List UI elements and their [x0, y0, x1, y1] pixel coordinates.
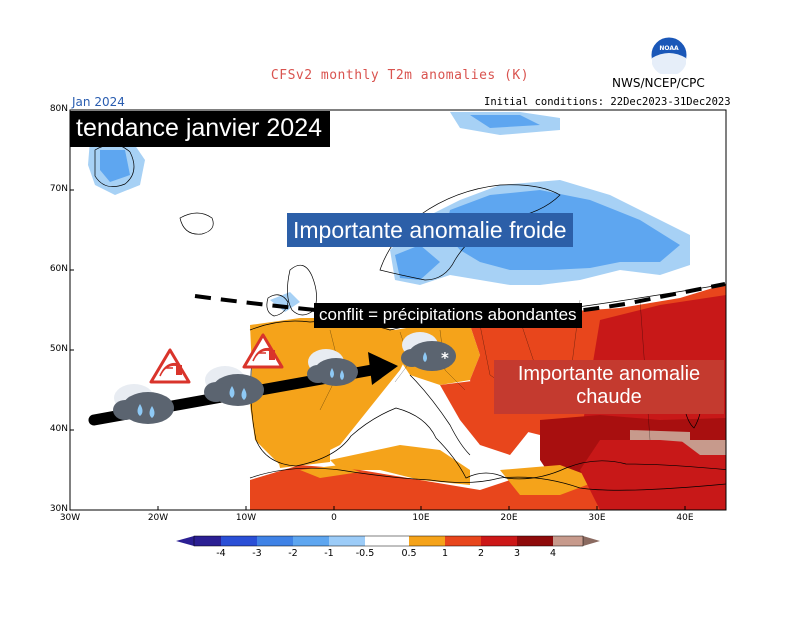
conflict-label: conflit = précipitations abondantes: [314, 303, 582, 328]
rain-cloud-icon: [307, 349, 358, 386]
lon-label: 0: [331, 513, 337, 523]
lon-label: 20E: [500, 513, 518, 523]
colorbar-label: -2: [288, 548, 298, 559]
colorbar-label: 2: [477, 548, 485, 559]
lon-label: 20W: [147, 513, 169, 523]
rain-cloud-icon: [113, 384, 174, 424]
lat-label: 60N: [49, 264, 68, 274]
initial-conditions-label: Initial conditions: 22Dec2023-31Dec2023: [484, 96, 731, 108]
lat-label: 30N: [49, 504, 68, 514]
colorbar-label: -0.5: [355, 548, 375, 559]
colorbar-label: 3: [513, 548, 521, 559]
map-title: CFSv2 monthly T2m anomalies (K): [270, 68, 530, 83]
lon-label: 30E: [588, 513, 606, 523]
colorbar-label: -3: [252, 548, 262, 559]
warm-anomaly-label-line1: Importante anomalie: [517, 363, 701, 385]
lat-label: 40N: [49, 424, 68, 434]
noaa-logo: NOAA: [650, 36, 688, 74]
warning-triangle-icon: [242, 333, 284, 369]
lat-label: 50N: [49, 344, 68, 354]
lon-label: 40E: [676, 513, 694, 523]
headline-label: tendance janvier 2024: [70, 111, 331, 147]
colorbar: [176, 535, 600, 547]
warning-triangle-icon: [149, 348, 191, 384]
colorbar-label: 0.5: [401, 548, 417, 559]
colorbar-label: 4: [549, 548, 557, 559]
colorbar-label: -1: [324, 548, 334, 559]
organization-label: NWS/NCEP/CPC: [612, 76, 705, 90]
lon-label: 30W: [59, 513, 81, 523]
colorbar-label: 1: [441, 548, 449, 559]
svg-text:NOAA: NOAA: [659, 45, 679, 52]
warm-anomaly-label: Importante anomalie chaude: [494, 360, 724, 414]
month-label: Jan 2024: [72, 95, 125, 109]
colorbar-label: -4: [216, 548, 226, 559]
warm-anomaly-label-line2: chaude: [576, 386, 642, 408]
lon-label: 10E: [412, 513, 430, 523]
svg-text:*: *: [441, 349, 449, 367]
cold-anomaly-label: Importante anomalie froide: [287, 213, 573, 247]
lon-label: 10W: [235, 513, 257, 523]
rain-cloud-icon: [204, 366, 264, 406]
warm-anomaly-field: [250, 284, 726, 510]
lat-label: 80N: [49, 104, 68, 114]
lat-label: 70N: [49, 184, 68, 194]
snow-rain-cloud-icon: *: [401, 332, 456, 371]
conflict-dashed-line: [194, 282, 726, 321]
